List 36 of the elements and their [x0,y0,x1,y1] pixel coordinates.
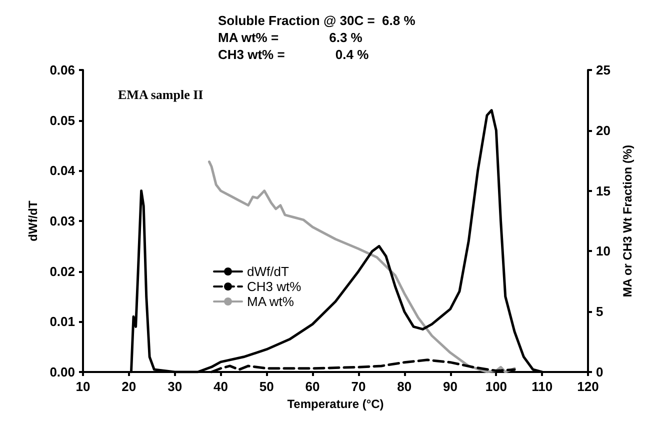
y-tick-label: 0.05 [50,112,75,128]
annotation: EMA sample II [118,87,204,102]
x-tick-label: 40 [213,379,228,394]
y-tick-label: 0.06 [50,62,75,78]
y2-tick-label: 10 [596,244,610,259]
legend-label: dWf/dT [247,264,289,279]
y-tick-label: 0.01 [50,314,75,330]
y2-tick-label: 25 [596,62,610,78]
text: Soluble Fraction @ 30C = 6.8 % [218,13,416,28]
y-tick-label: 0.00 [50,364,75,380]
line-series [208,160,516,374]
y2-tick-label: 20 [596,122,610,138]
y2-axis-title: MA or CH3 Wt Fraction (%) [620,144,634,298]
x-tick-label: 80 [397,379,412,394]
x-tick-label: 60 [305,379,320,394]
x-tick-label: 30 [168,379,182,394]
x-tick-label: 120 [577,379,599,394]
x-tick-label: 20 [122,379,136,394]
x-tick-label: 110 [532,379,553,394]
legend-label: CH3 wt% [247,279,302,294]
x-tick-label: 10 [76,379,90,394]
x-axis-title: Temperature (°C) [287,397,384,411]
y2-tick-label: 5 [596,304,604,320]
text: CH3 wt% = 0.4 % [218,47,370,62]
y2-tick-label: 0 [596,364,604,380]
y-tick-label: 0.02 [50,264,75,279]
x-tick-label: 70 [351,379,366,394]
legend-label: MA wt% [247,294,294,309]
x-tick-label: 90 [443,379,458,394]
y-axis-title: dWf/dT [26,200,40,242]
text: MA wt% = 6.3 % [218,30,363,45]
x-tick-label: 50 [259,379,274,394]
x-tick-label: 100 [485,379,508,394]
y2-tick-label: 15 [596,183,610,198]
y-tick-label: 0.03 [50,214,75,228]
y-tick-label: 0.04 [50,163,76,178]
